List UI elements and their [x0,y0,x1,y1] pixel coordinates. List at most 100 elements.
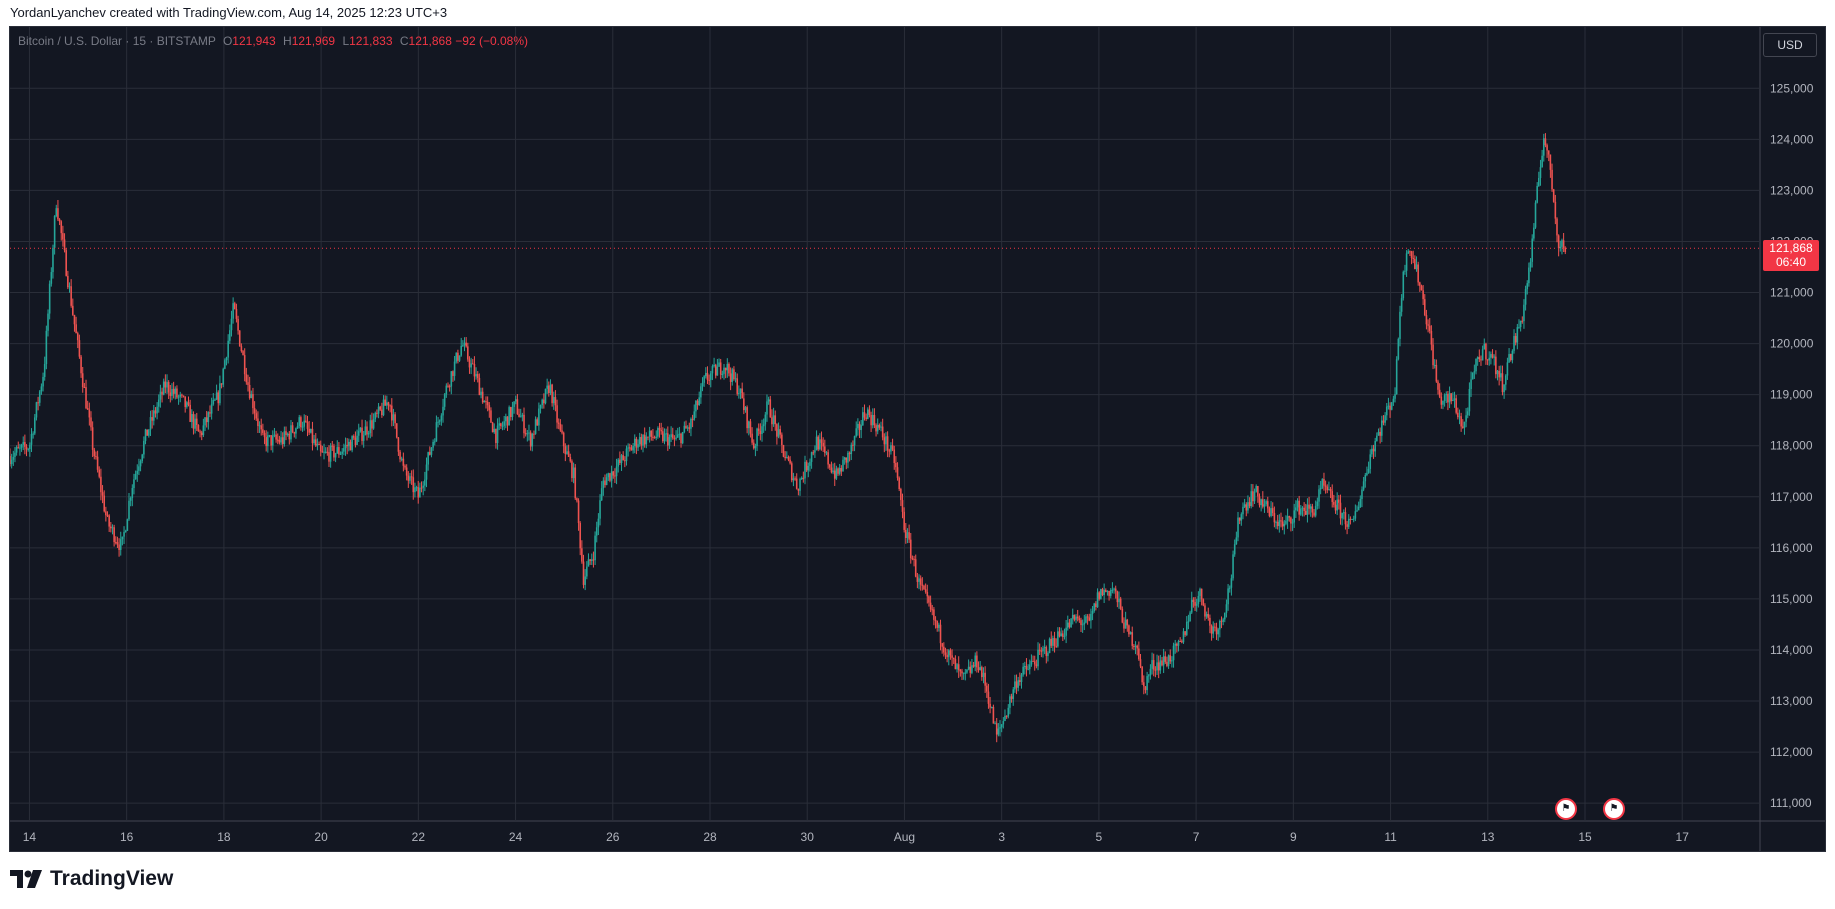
candle-body [807,465,810,471]
candle-body [1422,290,1424,300]
candle-body [232,303,234,319]
candle-body [1280,520,1282,522]
currency-button[interactable]: USD [1763,33,1817,57]
candle-body [1161,660,1163,666]
candle-body [708,379,710,381]
candle-body [678,433,681,435]
candle-body [1514,336,1517,343]
candle-body [1238,517,1241,521]
candle-body [1300,508,1302,515]
candle-body [121,536,124,540]
candle-body [43,364,46,377]
candle-body [1374,441,1376,452]
candle-body [557,422,560,424]
candle-body [1457,412,1459,418]
candle-body [1009,696,1011,708]
candle-body [338,447,340,455]
candle-body [1476,357,1479,359]
symbol-description: Bitcoin / U.S. Dollar · 15 · BITSTAMP [18,34,216,48]
candle-body [486,401,489,406]
candle-body [538,408,540,426]
candle-body [1027,669,1029,671]
candle-body [159,391,162,400]
candle-body [519,416,522,418]
candle-body [1223,612,1226,620]
candle-body [1189,612,1191,622]
candle-body [371,420,373,429]
candle-body [1258,496,1261,506]
candle-body [1303,507,1305,511]
bar-countdown: 06:40 [1775,255,1807,270]
candle-body [705,372,707,377]
candle-body [93,449,96,457]
candle-body [1301,507,1304,509]
candle-body [589,559,591,561]
candle-body [440,415,443,421]
candle-body [685,425,687,429]
candle-body [718,362,720,367]
candle-body [1176,643,1178,646]
candle-body [1291,522,1294,524]
candle-body [491,422,494,433]
candle-body [825,452,828,454]
candle-body [647,436,649,438]
candle-body [1045,647,1048,656]
candle-body [1328,489,1330,491]
candle-body [169,392,172,396]
candle-body [1399,311,1401,339]
candle-body [1394,394,1396,399]
candle-body [346,444,348,447]
candle-body [690,418,692,429]
candle-body [523,414,525,434]
candle-body [1182,631,1185,643]
candle-body [1062,633,1064,637]
candle-body [1471,372,1474,380]
candle-body [1420,285,1423,291]
candle-body [1154,669,1157,671]
candle-body [534,419,537,434]
candle-body [1306,504,1309,515]
candle-body [923,585,925,590]
candle-body [1068,622,1071,628]
candle-body [1126,619,1129,626]
candle-body [1296,500,1299,508]
candle-body [579,523,582,549]
candle-body [792,478,795,481]
candle-body [427,452,429,465]
candle-body [500,423,502,427]
candle-body [543,399,545,404]
candle-body [1369,454,1372,469]
candle-body [1032,660,1034,662]
candle-body [258,425,261,427]
candle-body [1243,504,1246,507]
us-flag-icon[interactable]: ⚑ [1603,798,1625,820]
us-flag-icon[interactable]: ⚑ [1555,798,1577,820]
candle-body [703,376,705,383]
candle-body [386,402,388,406]
candle-body [847,452,849,463]
candle-body [604,480,606,485]
candle-body [941,643,943,647]
last-price-tag: 121,868 06:40 [1763,240,1819,272]
candle-body [1447,393,1449,403]
candle-body [919,578,922,585]
candle-body [633,438,636,446]
candle-body [895,462,897,468]
candle-body [752,442,755,449]
candle-body [374,412,377,420]
candle-body [156,406,158,414]
candle-body [1547,150,1550,155]
candle-body [1324,485,1327,487]
candle-body [600,488,603,501]
price-chart[interactable]: 111,000 112,000 113,000 114,000 115,000 116,0… [10,27,1825,851]
candle-body [582,561,585,585]
candle-body [141,454,144,462]
candle-body [713,364,715,367]
chart-area[interactable]: 111,000 112,000 113,000 114,000 115,000 116,0… [9,26,1826,852]
candle-body [344,444,347,449]
candle-body [114,542,117,544]
candle-body [12,456,15,460]
candle-body [1496,370,1499,375]
candle-body [1536,185,1538,203]
candle-body [1141,666,1143,683]
